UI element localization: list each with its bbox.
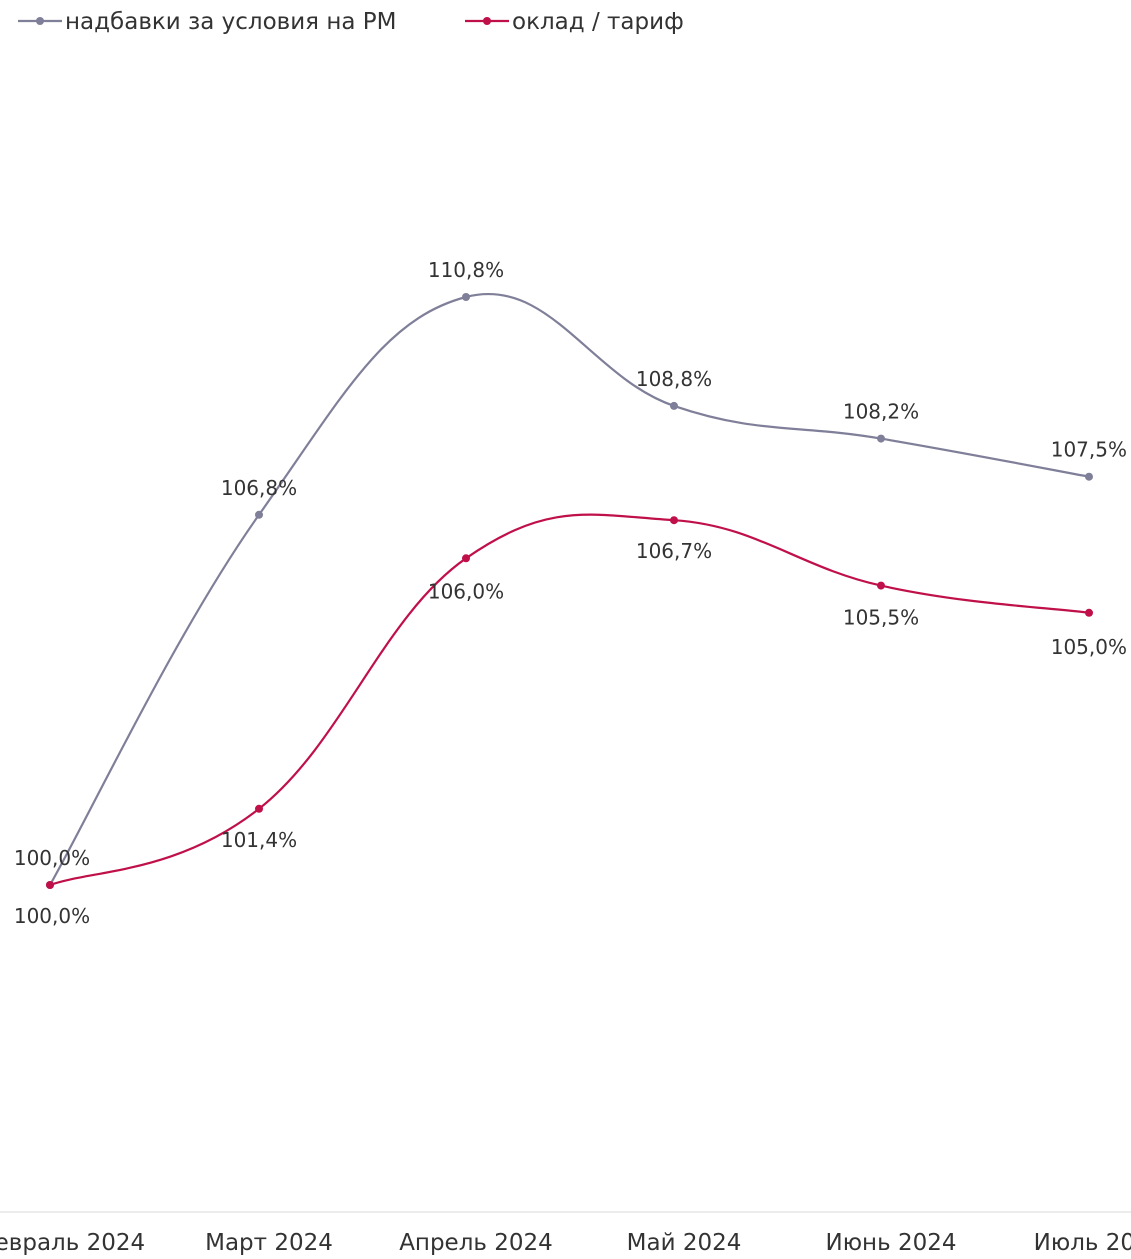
series-line-0 — [49, 293, 1090, 886]
data-point-s1-2 — [462, 554, 470, 563]
data-label-s1-0: 100,0% — [14, 904, 90, 928]
legend-marker-1 — [483, 17, 491, 25]
data-point-s0-1 — [255, 510, 263, 519]
data-label-s0-4: 108,2% — [843, 400, 919, 424]
x-tick-label-1: Март 2024 — [205, 1230, 333, 1256]
data-point-s1-3 — [670, 516, 678, 525]
data-label-s0-5: 107,5% — [1051, 438, 1127, 462]
data-point-s0-4 — [877, 434, 885, 443]
data-point-s1-0 — [46, 881, 54, 889]
data-label-s1-1: 101,4% — [221, 828, 297, 852]
data-label-s0-3: 108,8% — [636, 367, 712, 391]
data-point-s0-3 — [670, 401, 678, 410]
data-label-s1-4: 105,5% — [843, 606, 919, 630]
data-point-s0-5 — [1085, 472, 1093, 481]
data-points — [46, 293, 1093, 889]
x-tick-label-0: Февраль 2024 — [0, 1230, 145, 1256]
data-label-s1-5: 105,0% — [1051, 635, 1127, 659]
data-label-s0-1: 106,8% — [221, 476, 297, 500]
x-tick-label-4: Июнь 2024 — [825, 1230, 956, 1256]
series-line-1 — [49, 513, 1090, 887]
data-labels: 100,0% 106,8% 110,8% 108,8% 108,2% 107,5% 100,… — [14, 258, 1127, 928]
x-tick-label-3: Май 2024 — [627, 1230, 742, 1256]
data-point-s0-2 — [462, 293, 470, 301]
x-tick-label-2: Апрель 2024 — [399, 1230, 553, 1256]
x-tick-label-5: Июль 2024 — [1034, 1230, 1131, 1256]
data-label-s0-0: 100,0% — [14, 846, 90, 870]
legend-marker-0 — [36, 17, 44, 25]
data-label-s1-3: 106,7% — [636, 539, 712, 563]
data-label-s1-2: 106,0% — [428, 579, 504, 603]
data-label-s0-2: 110,8% — [428, 258, 504, 282]
legend-label-0: надбавки за условия на РМ — [65, 9, 397, 35]
data-point-s1-4 — [877, 581, 885, 590]
legend: надбавки за условия на РМ оклад / тариф — [18, 9, 684, 35]
series-lines — [49, 293, 1090, 887]
legend-label-1: оклад / тариф — [512, 9, 684, 35]
x-axis-tick-labels: Февраль 2024 Март 2024 Апрель 2024 Май 2024… — [0, 1230, 1131, 1256]
data-point-s1-1 — [255, 804, 263, 813]
data-point-s1-5 — [1085, 608, 1093, 617]
